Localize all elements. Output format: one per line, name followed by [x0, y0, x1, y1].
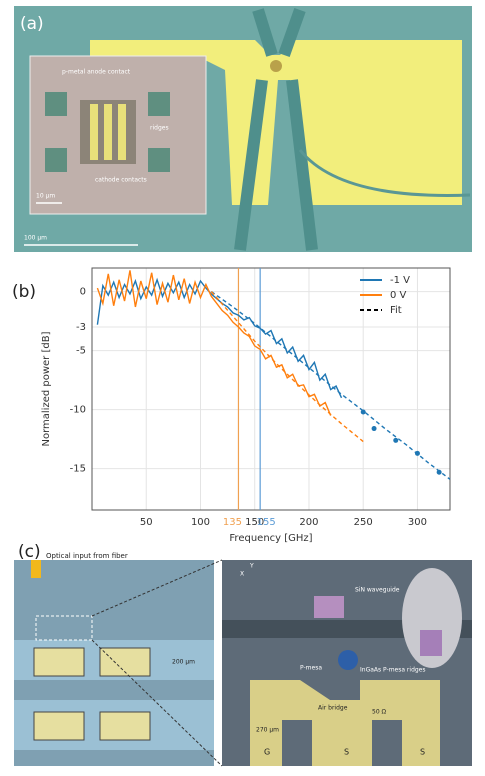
data-line [96, 277, 343, 399]
data-line [96, 270, 332, 416]
legend-label: -1 V [390, 275, 410, 286]
ridge-zoom [420, 630, 442, 656]
inset [29, 55, 207, 215]
waveguide [298, 149, 471, 197]
marker-label: 155 [257, 517, 276, 528]
pad-label: S [344, 748, 349, 757]
zoom-lines [91, 559, 223, 767]
annotation: Air bridge [318, 705, 348, 712]
p-mesa [338, 650, 358, 670]
fit-line [210, 291, 451, 480]
contact [45, 92, 67, 116]
annotation: InGaAs P-mesa ridges [360, 667, 426, 674]
x-tick-label: 250 [354, 517, 373, 528]
annotation: Optical input from fiber [46, 552, 128, 560]
panel-label: (a) [20, 14, 44, 34]
chart: (b) 50 100 150 200 250 300 0 -3 -5 -10 -15 135 155 Fr… [12, 267, 451, 544]
data-point [371, 426, 377, 432]
scale-label: 200 µm [172, 659, 195, 666]
annotation: ridges [150, 125, 169, 132]
panel-label: (c) [18, 542, 41, 562]
annotation: P-mesa [300, 665, 322, 672]
x-tick-label: 200 [299, 517, 318, 528]
pad-label: S [420, 748, 425, 757]
fit-line [210, 291, 364, 443]
device-cell [99, 711, 151, 741]
zoom-box [35, 615, 93, 641]
ridge [104, 104, 112, 160]
device [270, 60, 282, 72]
contact [148, 92, 170, 116]
pad-note: 270 µm [256, 727, 279, 734]
scale-label: 100 µm [24, 235, 47, 242]
x-tick-label: 150 [245, 517, 264, 528]
y-tick-label: -15 [70, 464, 86, 475]
legend-label: Fit [390, 305, 402, 316]
ridge [118, 104, 126, 160]
contact [45, 148, 67, 172]
zoom-circle [402, 568, 462, 668]
axis-label: Y [249, 563, 254, 570]
annotation: p-metal anode contact [62, 69, 131, 76]
annotation: SiN waveguide [355, 587, 400, 594]
pad-label: G [264, 748, 270, 757]
ground-lines [234, 7, 318, 251]
data-point [436, 469, 442, 475]
ridge [90, 104, 98, 160]
data-point [393, 437, 399, 443]
y-tick-label: -10 [70, 405, 86, 416]
pad-note: 50 Ω [372, 709, 387, 716]
device-cell [33, 711, 85, 741]
y-tick-label: 0 [80, 287, 86, 298]
x-tick-label: 100 [191, 517, 210, 528]
x-axis-label: Frequency [GHz] [229, 533, 312, 544]
x-tick-label: 300 [408, 517, 427, 528]
data-point [360, 409, 366, 415]
legend-label: 0 V [390, 290, 407, 301]
scale-label: 10 µm [36, 193, 55, 200]
annotation: cathode contacts [95, 177, 147, 184]
marker-label: 135 [223, 517, 242, 528]
y-tick-label: -3 [76, 322, 86, 333]
x-tick-label: 50 [140, 517, 153, 528]
y-tick-label: -5 [76, 346, 86, 357]
fiber-arrow [31, 560, 41, 578]
pad-gap [372, 720, 402, 766]
device-cell [33, 647, 85, 677]
panel-label: (b) [12, 282, 36, 302]
contact [148, 148, 170, 172]
axis-label: X [240, 571, 244, 578]
plot-frame [91, 267, 451, 511]
waveguide-pad [314, 596, 344, 618]
metal-pad [90, 40, 462, 205]
y-axis-label: Normalized power [dB] [41, 331, 52, 446]
pad-gap [282, 720, 312, 766]
